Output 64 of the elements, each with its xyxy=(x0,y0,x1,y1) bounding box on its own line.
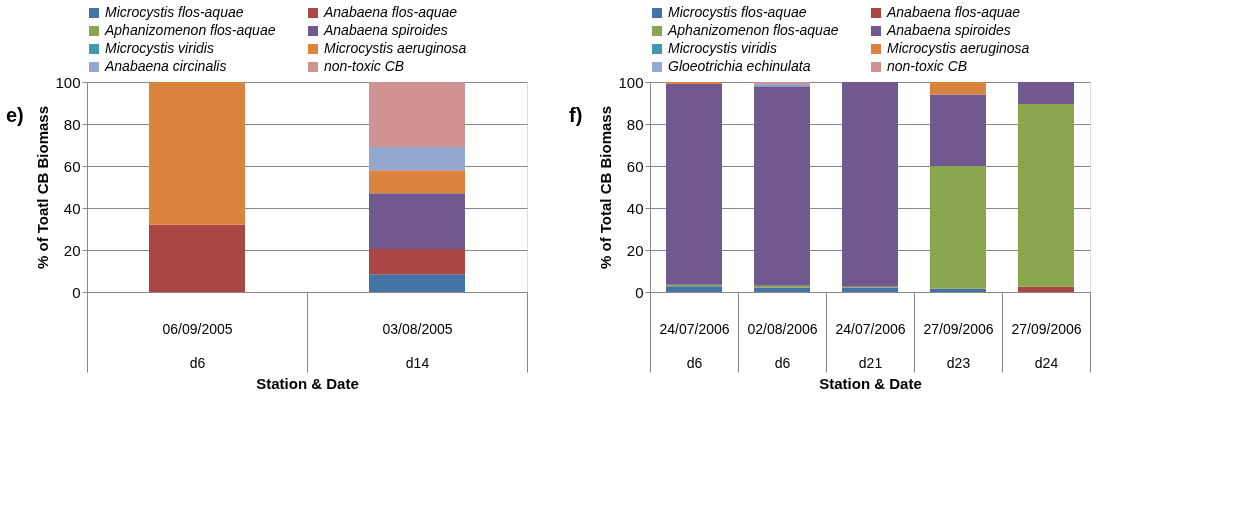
bar xyxy=(666,286,722,292)
legend-label: Microcystis flos-aquae xyxy=(668,4,807,20)
legend-label: Anabaena spiroides xyxy=(886,22,1011,38)
bar xyxy=(930,166,986,289)
legend-label: Anabaena spiroides xyxy=(323,22,448,38)
y-tick-label: 60 xyxy=(626,157,644,175)
y-tick-label: 40 xyxy=(63,199,81,217)
category-label: 03/08/2005 d14 xyxy=(382,320,453,371)
y-tick-label: 20 xyxy=(626,241,644,259)
bar xyxy=(930,288,986,292)
bar xyxy=(1018,286,1074,292)
legend-label: Microcystis viridis xyxy=(668,40,777,56)
x-axis-title: Station & Date xyxy=(819,375,922,392)
bar xyxy=(754,285,810,288)
legend-label: non-toxic CB xyxy=(887,58,968,74)
legend-label: Anabaena circinalis xyxy=(104,58,227,74)
y-tick-label: 40 xyxy=(626,199,644,217)
bar xyxy=(369,170,465,194)
bar xyxy=(842,287,898,292)
category-label: 24/07/2006 d6 xyxy=(659,320,730,371)
bar xyxy=(149,82,245,225)
bar xyxy=(369,82,465,148)
y-tick-label: 100 xyxy=(55,73,81,91)
y-tick-label: 100 xyxy=(618,73,644,91)
bar xyxy=(666,84,722,285)
text: f) xyxy=(568,104,583,126)
category-label: 02/08/2006 d6 xyxy=(747,320,818,371)
bar xyxy=(369,147,465,171)
bar xyxy=(754,86,810,286)
legend-label: Aphanizomenon flos-aquae xyxy=(667,22,839,38)
bar xyxy=(149,224,245,292)
bar xyxy=(930,82,986,95)
bar xyxy=(754,287,810,292)
y-tick-label: 0 xyxy=(635,283,644,301)
legend-label: Microcystis aeruginosa xyxy=(324,40,467,56)
bar xyxy=(930,94,986,166)
bar xyxy=(666,82,722,85)
legend-label: Anabaena flos-aquae xyxy=(886,4,1021,20)
x-axis-title: Station & Date xyxy=(256,375,359,392)
legend-label: Anabaena flos-aquae xyxy=(323,4,458,20)
y-tick-label: 20 xyxy=(63,241,81,259)
bar xyxy=(1018,104,1074,287)
category-label: 27/09/2006 d24 xyxy=(1011,320,1082,371)
category-label: 24/07/2006 d21 xyxy=(835,320,906,371)
legend-label: Microcystis flos-aquae xyxy=(105,4,244,20)
legend-label: Microcystis viridis xyxy=(105,40,214,56)
y-axis-title: % of Toatl CB Biomass xyxy=(34,105,52,270)
category-label: 06/09/2005 d6 xyxy=(162,320,233,371)
y-tick-label: 60 xyxy=(63,157,81,175)
bar xyxy=(369,274,465,292)
legend-label: non-toxic CB xyxy=(324,58,405,74)
y-tick-label: 80 xyxy=(63,115,81,133)
legend-label: Microcystis aeruginosa xyxy=(887,40,1030,56)
bar xyxy=(1018,82,1074,105)
bar xyxy=(369,248,465,275)
text: e) xyxy=(5,104,24,126)
category-label: 27/09/2006 d23 xyxy=(923,320,994,371)
y-axis-title: % of Total CB Biomass xyxy=(597,105,615,270)
legend-label: Aphanizomenon flos-aquae xyxy=(104,22,276,38)
legend-label: Gloeotrichia echinulata xyxy=(668,58,811,74)
y-tick-label: 0 xyxy=(72,283,81,301)
bar xyxy=(842,82,898,287)
bar xyxy=(369,193,465,249)
y-tick-label: 80 xyxy=(626,115,644,133)
